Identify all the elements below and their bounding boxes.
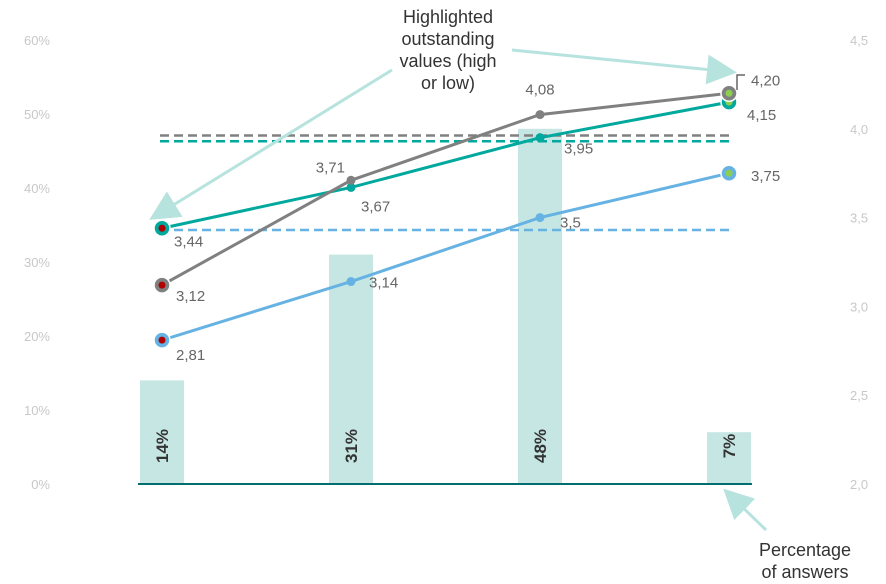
series-line bbox=[161, 100, 730, 230]
value-label: 3,12 bbox=[176, 288, 205, 305]
highlight-point-inner bbox=[158, 224, 166, 232]
series-points bbox=[153, 84, 738, 349]
left-tick-label: 60% bbox=[24, 33, 50, 48]
series-point bbox=[535, 110, 545, 120]
annotation-highlighted-line: values (high bbox=[399, 51, 496, 71]
highlight-point-inner bbox=[158, 336, 166, 344]
annotations: Highlighted outstanding values (high or low… bbox=[149, 7, 851, 582]
bars: 14% 31% 48% 7% bbox=[140, 128, 751, 485]
value-labels: 3,44 3,67 3,95 4,15 3,12 3,71 4,08 4,20 2,81 3,14… bbox=[174, 72, 780, 364]
series-point bbox=[346, 175, 356, 185]
bar bbox=[329, 254, 373, 484]
annotation-highlighted-line: Highlighted bbox=[403, 7, 493, 27]
bar bbox=[518, 128, 562, 485]
left-tick-label: 40% bbox=[24, 181, 50, 196]
value-label: 3,44 bbox=[174, 233, 203, 250]
bar-label: 14% bbox=[153, 429, 172, 463]
series-point bbox=[346, 277, 356, 287]
bar-label: 31% bbox=[342, 429, 361, 463]
highlight-point-inner bbox=[725, 169, 733, 177]
series-point bbox=[535, 133, 545, 143]
annotation-percentage: Percentage of answers bbox=[759, 540, 851, 582]
annotation-highlighted-line: or low) bbox=[421, 73, 475, 93]
annotation-percentage-line: of answers bbox=[761, 562, 848, 582]
right-axis-ticks: 2,0 2,5 3,0 3,5 4,0 4,5 bbox=[850, 33, 868, 492]
value-label: 4,15 bbox=[747, 107, 776, 124]
annotation-arrow bbox=[511, 48, 737, 85]
annotation-highlighted: Highlighted outstanding values (high or low… bbox=[399, 7, 496, 93]
annotation-percentage-line: Percentage bbox=[759, 540, 851, 560]
series-point bbox=[535, 213, 545, 223]
highlight-point-inner bbox=[725, 89, 733, 97]
right-tick-label: 4,0 bbox=[850, 122, 868, 137]
series-point bbox=[346, 182, 356, 192]
series-line bbox=[161, 91, 730, 287]
bar bbox=[140, 380, 184, 484]
right-tick-label: 4,5 bbox=[850, 33, 868, 48]
right-tick-label: 2,0 bbox=[850, 477, 868, 492]
left-tick-label: 10% bbox=[24, 403, 50, 418]
value-label: 3,95 bbox=[564, 141, 593, 158]
value-label: 3,5 bbox=[560, 215, 581, 232]
left-tick-label: 50% bbox=[24, 107, 50, 122]
bar-label: 7% bbox=[720, 434, 739, 459]
value-label: 3,67 bbox=[361, 198, 390, 215]
right-tick-label: 3,0 bbox=[850, 299, 868, 314]
value-label: 4,20 bbox=[751, 72, 780, 89]
left-tick-label: 0% bbox=[31, 477, 50, 492]
series-line bbox=[161, 171, 730, 342]
right-tick-label: 2,5 bbox=[850, 388, 868, 403]
annotation-arrow bbox=[723, 488, 768, 532]
average-lines bbox=[160, 134, 730, 232]
left-axis-ticks: 0% 10% 20% 30% 40% 50% 60% bbox=[24, 33, 50, 492]
right-tick-label: 3,5 bbox=[850, 211, 868, 226]
value-label: 2,81 bbox=[176, 347, 205, 364]
value-label: 3,71 bbox=[316, 159, 345, 176]
value-label: 4,08 bbox=[525, 82, 554, 99]
left-tick-label: 20% bbox=[24, 329, 50, 344]
value-label: 3,75 bbox=[751, 168, 780, 185]
bar bbox=[707, 432, 751, 484]
bar-label: 48% bbox=[531, 429, 550, 463]
label-bracket bbox=[736, 74, 745, 90]
left-tick-label: 30% bbox=[24, 255, 50, 270]
highlight-point-inner bbox=[158, 281, 166, 289]
series-lines bbox=[161, 91, 730, 342]
annotation-arrow bbox=[149, 68, 393, 220]
value-label: 3,14 bbox=[369, 275, 398, 292]
annotation-highlighted-line: outstanding bbox=[401, 29, 494, 49]
